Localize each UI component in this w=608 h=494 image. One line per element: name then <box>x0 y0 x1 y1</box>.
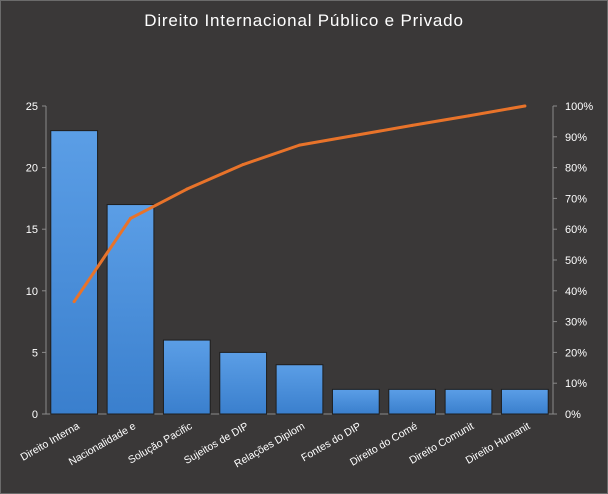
bar <box>106 204 155 415</box>
line-point <box>185 187 189 191</box>
y-tick-label: 5 <box>32 347 38 359</box>
y-tick-label: 15 <box>26 224 38 236</box>
y2-tick-label: 40% <box>565 286 587 298</box>
bar <box>388 388 437 415</box>
y2-tick-label: 80% <box>565 163 587 175</box>
y2-tick-label: 70% <box>565 193 587 205</box>
line-point <box>298 143 301 147</box>
cumulative-line-group <box>72 104 527 304</box>
bar <box>331 388 380 415</box>
bar <box>219 351 268 415</box>
bars-group <box>50 130 549 415</box>
y2-tick-label: 50% <box>565 255 587 267</box>
line-point <box>354 133 358 137</box>
y2-tick-label: 10% <box>565 378 587 390</box>
y2-tick-label: 30% <box>565 317 587 329</box>
y2-tick-label: 100% <box>565 101 593 113</box>
line-point <box>467 114 470 118</box>
y-tick-label: 10 <box>26 286 38 298</box>
bar <box>444 388 493 415</box>
y2-tick-label: 90% <box>565 132 587 144</box>
chart-title: Direito Internacional Público e Privado <box>144 11 463 30</box>
line-point <box>410 123 414 127</box>
bar <box>50 130 99 415</box>
y-tick-label: 0 <box>32 409 38 421</box>
y-tick-label: 20 <box>26 163 38 175</box>
y2-tick-label: 60% <box>565 224 587 236</box>
line-point <box>129 216 132 220</box>
line-point <box>523 104 527 108</box>
y-tick-label: 25 <box>26 101 38 113</box>
line-point <box>72 300 76 304</box>
bar <box>162 339 211 415</box>
line-point <box>241 163 245 167</box>
bar <box>500 388 549 415</box>
y2-tick-label: 20% <box>565 347 587 359</box>
y2-tick-label: 0% <box>565 409 581 421</box>
bar <box>275 364 324 415</box>
